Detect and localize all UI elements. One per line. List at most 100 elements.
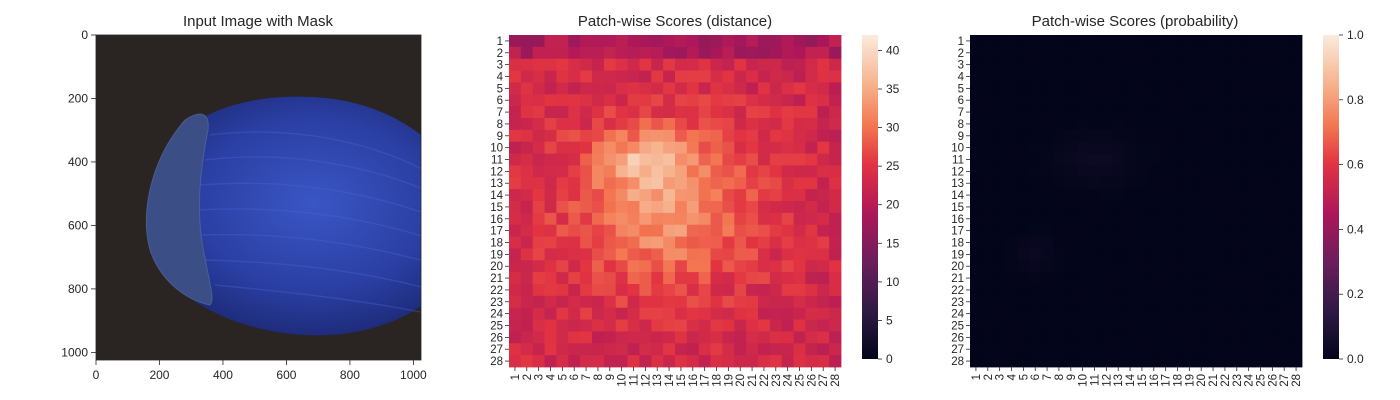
- heatmap-cell: [758, 260, 771, 273]
- heatmap-cell: [734, 70, 747, 83]
- heatmap-cell: [1242, 165, 1255, 178]
- heatmap-cell: [1112, 284, 1125, 297]
- heatmap-cell: [746, 284, 759, 297]
- heatmap-cell: [686, 212, 700, 226]
- y-tick-label: 9: [958, 131, 964, 143]
- heatmap-cell: [568, 46, 581, 60]
- heatmap-cell: [722, 295, 735, 309]
- heatmap-cell: [509, 272, 522, 285]
- heatmap-cell: [993, 295, 1006, 309]
- heatmap-cell: [663, 236, 676, 249]
- heatmap-cell: [1219, 129, 1232, 143]
- heatmap-cell: [556, 70, 569, 83]
- heatmap-cell: [758, 141, 771, 154]
- heatmap-cell: [1076, 189, 1089, 202]
- heatmap-cell: [603, 129, 617, 143]
- heatmap-cell: [829, 355, 842, 368]
- heatmap-cell: [1171, 331, 1184, 344]
- heatmap-cell: [698, 355, 711, 368]
- heatmap-cell: [509, 201, 522, 214]
- x-tick-label: 8: [593, 374, 605, 380]
- y-tick-label: 17: [951, 226, 964, 238]
- colorbar-tick-label: 5: [886, 313, 893, 327]
- heatmap-cell: [686, 307, 700, 320]
- heatmap-cell: [817, 141, 830, 154]
- heatmap-cell: [627, 106, 640, 119]
- heatmap-cell: [520, 272, 534, 285]
- heatmap-cell: [1041, 82, 1054, 95]
- heatmap-cell: [663, 272, 676, 285]
- heatmap-cell: [1147, 58, 1161, 71]
- heatmap-cell: [1100, 106, 1113, 119]
- heatmap-cell: [639, 189, 652, 202]
- heatmap-cell: [1136, 331, 1149, 344]
- heatmap-cell: [639, 118, 652, 131]
- heatmap-cell: [1266, 224, 1279, 237]
- heatmap-cell: [769, 46, 783, 60]
- heatmap-cell: [1064, 236, 1078, 249]
- heatmap-cell: [710, 35, 723, 48]
- x-tick-label: 23: [771, 374, 783, 387]
- x-tick-label: 5: [557, 374, 569, 380]
- heatmap-cell: [544, 331, 557, 344]
- heatmap-cell: [1064, 70, 1078, 83]
- heatmap-cell: [1041, 153, 1054, 166]
- heatmap-cell: [1171, 58, 1184, 71]
- heatmap-cell: [1183, 129, 1196, 143]
- heatmap-cell: [1029, 177, 1042, 190]
- heatmap-cell: [1266, 141, 1279, 154]
- heatmap-cell: [532, 355, 545, 368]
- heatmap-cell: [1195, 307, 1208, 320]
- heatmap-cell: [1171, 307, 1184, 320]
- heatmap-cell: [663, 141, 676, 154]
- heatmap-cell: [544, 94, 557, 107]
- heatmap-cell: [981, 35, 995, 48]
- heatmap-cell: [698, 141, 711, 154]
- heatmap-cell: [651, 295, 664, 309]
- heatmap-cell: [1053, 189, 1066, 202]
- heatmap-cell: [734, 153, 747, 166]
- heatmap-cell: [1029, 260, 1042, 273]
- heatmap-cell: [1254, 58, 1267, 71]
- heatmap-cell: [981, 177, 995, 190]
- heatmap-cell: [1064, 260, 1078, 273]
- heatmap-cell: [1112, 343, 1125, 356]
- heatmap-cell: [1088, 94, 1101, 107]
- heatmap-cell: [627, 355, 640, 368]
- heatmap-cell: [1076, 236, 1089, 249]
- heatmap-cell: [1159, 58, 1172, 71]
- heatmap-cell: [805, 153, 818, 166]
- heatmap-cell: [981, 153, 995, 166]
- heatmap-cell: [1207, 355, 1220, 368]
- heatmap-cell: [1171, 212, 1184, 226]
- y-tick-label: 1: [958, 36, 964, 48]
- heatmap-cell: [1088, 319, 1101, 332]
- heatmap-cell: [615, 165, 628, 178]
- x-tick-label: 18: [1173, 374, 1185, 387]
- heatmap-cell: [1219, 153, 1232, 166]
- heatmap-cell: [1159, 189, 1172, 202]
- heatmap-cell: [1088, 106, 1101, 119]
- panel2-x-axis: 1 2 3 4 5 6 7 8 9 10 11 12 13 14 15 16 17 18 19 20 21 22 23 24 2…: [510, 367, 842, 387]
- heatmap-cell: [1088, 248, 1101, 261]
- heatmap-cell: [829, 70, 842, 83]
- heatmap-cell: [1230, 153, 1244, 166]
- heatmap-cell: [580, 343, 593, 356]
- heatmap-cell: [509, 46, 522, 60]
- heatmap-cell: [1278, 295, 1291, 309]
- heatmap-cell: [686, 165, 700, 178]
- heatmap-cell: [544, 46, 557, 60]
- heatmap-cell: [639, 295, 652, 309]
- heatmap-cell: [1041, 58, 1054, 71]
- heatmap-cell: [1136, 129, 1149, 143]
- probability-colorbar: [1323, 35, 1339, 359]
- heatmap-cell: [793, 343, 806, 356]
- heatmap-cell: [698, 201, 711, 214]
- heatmap-cell: [769, 177, 783, 190]
- heatmap-cell: [829, 94, 842, 107]
- heatmap-cell: [1159, 153, 1172, 166]
- heatmap-cell: [1242, 224, 1255, 237]
- heatmap-cell: [686, 355, 700, 368]
- heatmap-cell: [1029, 165, 1042, 178]
